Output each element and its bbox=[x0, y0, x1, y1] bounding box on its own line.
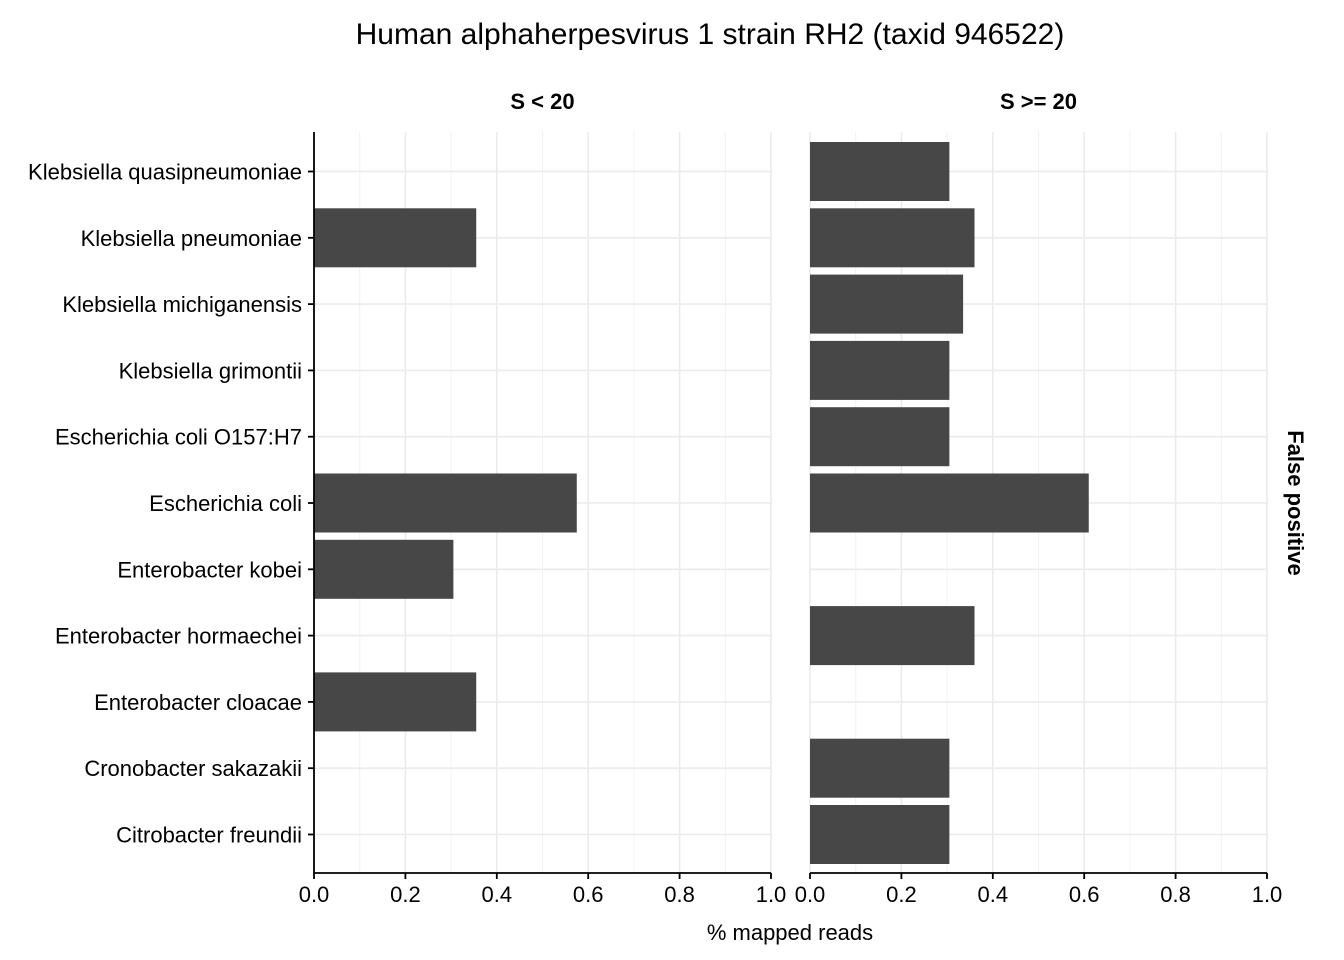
x-tick-label: 0.4 bbox=[978, 882, 1009, 907]
x-tick-label: 1.0 bbox=[756, 882, 787, 907]
bar bbox=[810, 473, 1089, 533]
category-label: Klebsiella pneumoniae bbox=[81, 226, 302, 251]
panel-strip-label: S >= 20 bbox=[1000, 89, 1077, 114]
x-tick-label: 0.6 bbox=[573, 882, 604, 907]
category-labels: Klebsiella quasipneumoniae Klebsiella pne… bbox=[28, 160, 302, 848]
panel-s-ge-20: 0.0 0.2 0.4 0.6 0.8 1.0 S >= 20 bbox=[795, 89, 1283, 907]
category-label: Escherichia coli O157:H7 bbox=[55, 425, 302, 450]
category-label: Klebsiella grimontii bbox=[119, 358, 302, 383]
panel-strip-label: S < 20 bbox=[510, 89, 574, 114]
bar bbox=[810, 340, 950, 400]
bar bbox=[810, 606, 975, 666]
x-tick-label: 0.0 bbox=[299, 882, 330, 907]
x-tick-label: 0.0 bbox=[795, 882, 826, 907]
bar bbox=[810, 274, 964, 334]
bar bbox=[810, 805, 950, 864]
x-tick-label: 0.2 bbox=[390, 882, 421, 907]
category-label: Enterobacter hormaechei bbox=[55, 624, 302, 649]
bar bbox=[314, 539, 454, 599]
bar bbox=[810, 208, 975, 268]
row-strip-label: False positive bbox=[1283, 430, 1308, 576]
bar bbox=[314, 208, 477, 268]
category-label: Escherichia coli bbox=[149, 491, 302, 516]
bar bbox=[314, 473, 577, 533]
category-label: Cronobacter sakazakii bbox=[84, 756, 302, 781]
x-tick-label: 1.0 bbox=[1252, 882, 1283, 907]
bar bbox=[314, 672, 477, 732]
category-label: Enterobacter kobei bbox=[117, 557, 302, 582]
category-label: Klebsiella michiganensis bbox=[62, 292, 302, 317]
chart-title: Human alphaherpesvirus 1 strain RH2 (tax… bbox=[356, 18, 1065, 51]
bar bbox=[810, 407, 950, 467]
x-tick-label: 0.4 bbox=[482, 882, 513, 907]
bar bbox=[810, 142, 950, 201]
bar bbox=[810, 738, 950, 798]
category-label: Citrobacter freundii bbox=[116, 823, 302, 848]
x-tick-label: 0.2 bbox=[886, 882, 917, 907]
x-tick-label: 0.6 bbox=[1069, 882, 1100, 907]
x-tick-label: 0.8 bbox=[1160, 882, 1191, 907]
x-axis-label: % mapped reads bbox=[707, 920, 873, 945]
x-tick-label: 0.8 bbox=[664, 882, 695, 907]
category-label: Enterobacter cloacae bbox=[94, 690, 302, 715]
panel-s-lt-20: 0.0 0.2 0.4 0.6 0.8 1.0 S < 20 bbox=[299, 89, 787, 907]
category-label: Klebsiella quasipneumoniae bbox=[28, 160, 302, 185]
chart-panels: 0.0 0.2 0.4 0.6 0.8 1.0 S < 20 0.0 0.2 0.4 0.6 0.8 1… bbox=[299, 89, 1283, 907]
